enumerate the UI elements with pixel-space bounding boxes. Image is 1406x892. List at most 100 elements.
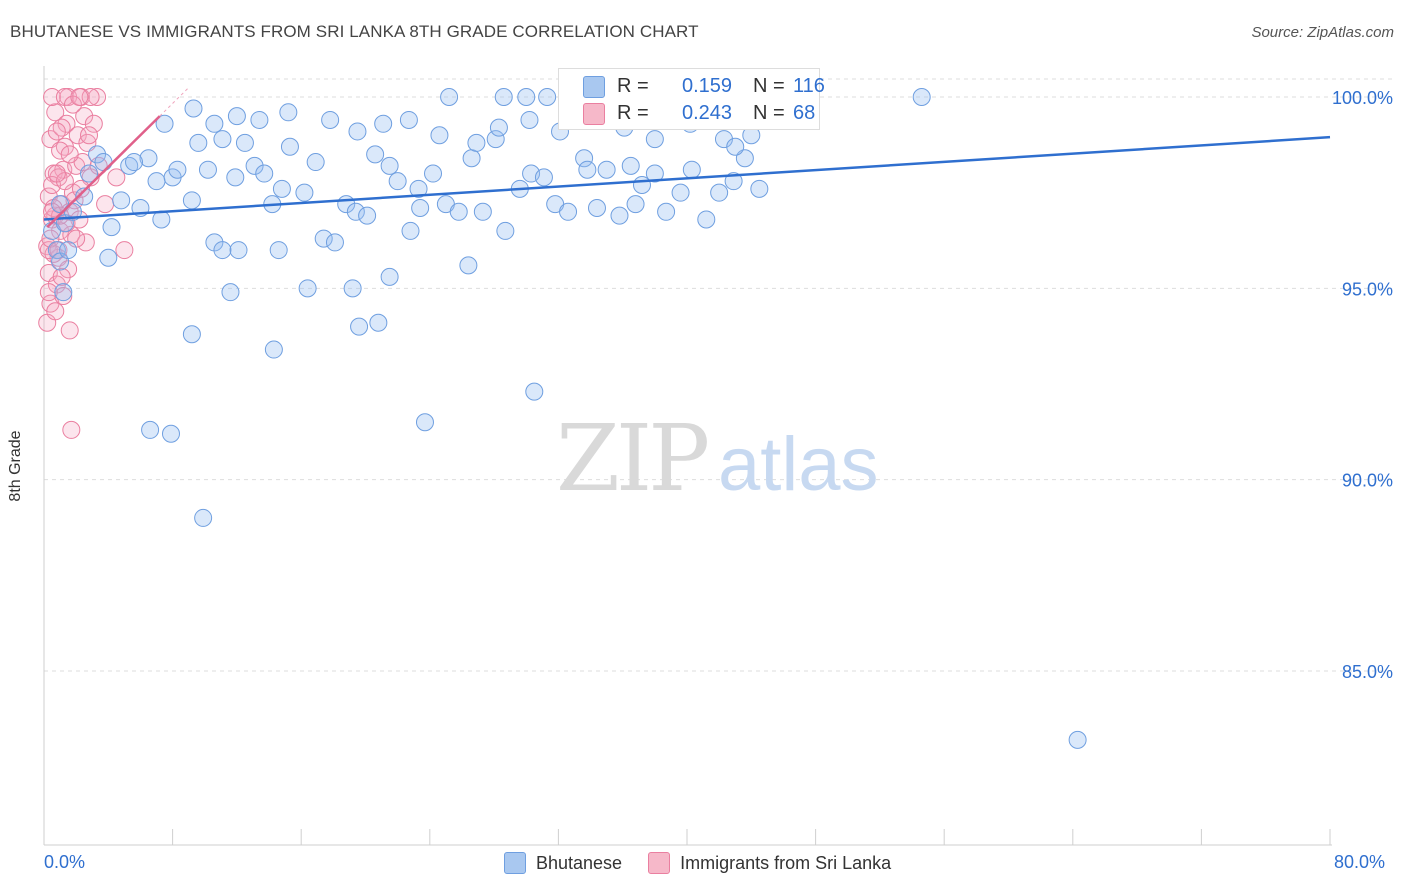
data-point-bhutanese [496, 221, 515, 240]
data-point-sri-lanka [46, 103, 65, 122]
data-point-bhutanese [682, 160, 701, 179]
data-point-bhutanese [610, 206, 629, 225]
data-point-bhutanese [194, 508, 213, 527]
data-point-bhutanese [269, 241, 288, 260]
data-point-bhutanese [467, 133, 486, 152]
data-point-bhutanese [366, 145, 385, 164]
data-point-bhutanese [141, 420, 160, 439]
data-point-sri-lanka [88, 88, 107, 106]
data-point-bhutanese [99, 248, 118, 267]
data-point-sri-lanka [60, 321, 79, 340]
data-point-bhutanese [298, 279, 317, 298]
data-point-bhutanese [213, 130, 232, 149]
data-point-bhutanese [486, 130, 505, 149]
data-point-bhutanese [229, 241, 248, 260]
data-point-bhutanese [401, 221, 420, 240]
data-point-bhutanese [88, 145, 107, 164]
watermark-zip: ZIP [556, 405, 707, 512]
data-point-bhutanese [750, 179, 769, 198]
x-tick-label-max: 80.0% [1334, 852, 1386, 872]
data-point-sri-lanka [52, 267, 71, 286]
data-point-bhutanese [597, 160, 616, 179]
data-point-bhutanese [520, 110, 539, 129]
legend-swatch-bhutanese [504, 852, 526, 874]
data-point-bhutanese [264, 340, 283, 359]
y-tick-label: 85.0% [1342, 662, 1393, 682]
data-point-bhutanese [489, 118, 508, 137]
legend-r-value: 0.243 [682, 101, 733, 124]
series-legend: Bhutanese Immigrants from Sri Lanka [504, 852, 917, 874]
trend-lines [43, 87, 1331, 228]
data-point-bhutanese [226, 168, 245, 187]
data-point-bhutanese [578, 160, 597, 179]
data-point-bhutanese [440, 88, 459, 106]
trend-line-extension [159, 87, 190, 117]
data-point-sri-lanka [62, 420, 81, 439]
data-point-bhutanese [735, 149, 754, 168]
y-tick-label: 100.0% [1332, 88, 1393, 108]
data-point-bhutanese [255, 164, 274, 183]
data-point-bhutanese [272, 179, 291, 198]
data-point-sri-lanka [75, 107, 94, 126]
data-point-bhutanese [657, 202, 676, 221]
data-point-bhutanese [348, 122, 367, 141]
trend-line-bhutanese [43, 135, 1331, 221]
data-point-sri-lanka [115, 241, 134, 260]
legend-label-sri-lanka: Immigrants from Sri Lanka [680, 852, 892, 873]
legend-item-bhutanese: Bhutanese [504, 852, 622, 874]
data-point-bhutanese [314, 229, 333, 248]
data-point-bhutanese [59, 241, 78, 260]
data-point-bhutanese [534, 168, 553, 187]
data-point-bhutanese [525, 382, 544, 401]
data-point-bhutanese [155, 114, 174, 133]
data-point-bhutanese [184, 99, 203, 118]
source-credit: Source: ZipAtlas.com [1251, 24, 1394, 41]
data-point-bhutanese [645, 164, 664, 183]
legend-n-value: 68 [793, 101, 816, 124]
data-point-bhutanese [182, 191, 201, 210]
correlation-legend: R = 0.159 N = 116 R = 0.243 N = 68 [558, 68, 825, 130]
data-point-bhutanese [245, 156, 264, 175]
data-point-bhutanese [189, 133, 208, 152]
data-point-bhutanese [587, 198, 606, 217]
data-point-bhutanese [494, 88, 513, 106]
data-point-bhutanese [75, 187, 94, 206]
data-point-bhutanese [235, 133, 254, 152]
legend-r-label: R = [617, 74, 649, 97]
data-point-sri-lanka [51, 141, 70, 160]
data-point-bhutanese [380, 156, 399, 175]
data-point-bhutanese [645, 130, 664, 149]
data-point-bhutanese [54, 283, 73, 302]
legend-swatch-sri-lanka [583, 103, 605, 125]
chart-title: BHUTANESE VS IMMIGRANTS FROM SRI LANKA 8… [10, 22, 699, 41]
legend-n-label: N = [753, 74, 785, 97]
data-point-bhutanese [411, 198, 430, 217]
data-point-bhutanese [449, 202, 468, 221]
data-point-bhutanese [325, 233, 344, 252]
data-point-bhutanese [280, 137, 299, 156]
y-tick-label: 90.0% [1342, 471, 1393, 491]
data-point-sri-lanka [96, 195, 115, 214]
data-point-sri-lanka [80, 126, 99, 145]
data-point-bhutanese [112, 191, 131, 210]
legend-r-label: R = [617, 101, 649, 124]
data-point-bhutanese [459, 256, 478, 275]
data-point-bhutanese [321, 110, 340, 129]
legend-r-value: 0.159 [682, 74, 733, 97]
data-point-bhutanese [575, 149, 594, 168]
data-point-bhutanese [343, 279, 362, 298]
data-point-bhutanese [213, 241, 232, 260]
data-point-sri-lanka [41, 130, 60, 149]
data-point-bhutanese [559, 202, 578, 221]
data-point-bhutanese [517, 88, 536, 106]
data-point-bhutanese [538, 88, 557, 106]
data-point-sri-lanka [78, 133, 97, 152]
data-point-bhutanese [161, 424, 180, 443]
data-point-bhutanese [221, 283, 240, 302]
data-point-bhutanese [724, 172, 743, 191]
data-point-bhutanese [380, 267, 399, 286]
data-point-bhutanese [912, 88, 931, 106]
data-point-sri-lanka [63, 95, 82, 114]
legend-label-bhutanese: Bhutanese [536, 852, 623, 873]
